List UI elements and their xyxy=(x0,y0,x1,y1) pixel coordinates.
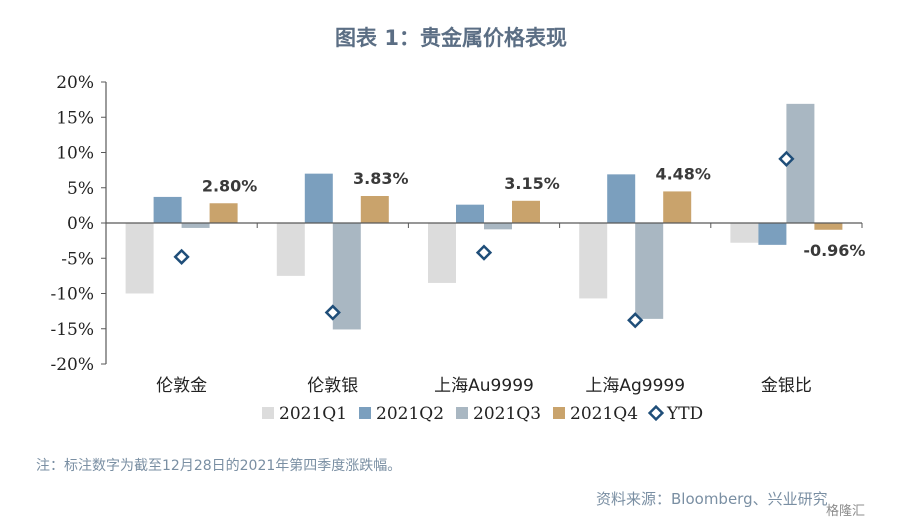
legend-swatch-2021q1 xyxy=(262,407,274,419)
chart-source: 资料来源：Bloomberg、兴业研究 xyxy=(596,490,828,508)
data-label-q4: 2.80% xyxy=(202,176,258,195)
bar-2021q1 xyxy=(428,223,456,283)
data-label-q4: -0.96% xyxy=(803,241,865,260)
y-tick-label: 20% xyxy=(56,73,94,93)
bar-2021q2 xyxy=(607,174,636,223)
y-tick-label: 10% xyxy=(56,144,94,164)
ytd-marker xyxy=(627,312,644,329)
ytd-marker xyxy=(173,248,190,265)
legend-swatch-2021q2 xyxy=(359,407,371,419)
watermark: 格隆汇 xyxy=(826,504,866,519)
y-tick-label: -15% xyxy=(50,320,94,340)
bar-2021q4 xyxy=(360,195,389,223)
bar-2021q2 xyxy=(758,223,787,245)
bar-2021q1 xyxy=(730,223,759,243)
legend-label: 2021Q3 xyxy=(473,404,541,424)
legend-swatch-2021q4 xyxy=(553,407,565,419)
y-tick-label: -5% xyxy=(61,249,94,269)
legend-label: YTD xyxy=(666,404,703,424)
bar-2021q2 xyxy=(304,173,333,223)
chart-note: 注：标注数字为截至12月28日的2021年第四季度涨跌幅。 xyxy=(36,458,402,474)
y-tick-label: -10% xyxy=(50,285,94,305)
bar-2021q1 xyxy=(276,223,305,276)
bar-2021q1 xyxy=(579,223,608,299)
y-tick-label: 0% xyxy=(67,214,94,234)
bar-2021q2 xyxy=(456,204,484,223)
chart-title: 图表 1：贵金属价格表现 xyxy=(335,26,567,50)
category-label: 上海Ag9999 xyxy=(585,376,685,396)
category-label: 伦敦银 xyxy=(307,376,358,396)
category-label: 伦敦金 xyxy=(156,376,207,396)
ytd-marker xyxy=(475,244,493,261)
bar-2021q4 xyxy=(209,203,238,223)
ytd-marker xyxy=(324,304,341,321)
ytd-marker xyxy=(778,150,795,167)
bar-2021q4 xyxy=(512,200,540,223)
data-label-q4: 4.48% xyxy=(655,164,711,183)
category-label: 上海Au9999 xyxy=(434,376,534,396)
bar-2021q2 xyxy=(153,196,182,223)
bar-2021q4 xyxy=(814,223,843,230)
bar-2021q3 xyxy=(786,103,815,223)
legend-swatch-2021q3 xyxy=(456,407,468,419)
bar-2021q4 xyxy=(663,191,692,223)
legend-marker-ytd xyxy=(647,404,665,422)
bar-2021q3 xyxy=(484,223,512,230)
data-label-q4: 3.15% xyxy=(504,174,560,193)
bar-2021q3 xyxy=(181,223,210,228)
y-tick-label: 5% xyxy=(67,179,94,199)
bar-2021q3 xyxy=(635,223,664,319)
data-label-q4: 3.83% xyxy=(353,169,409,188)
legend-label: 2021Q2 xyxy=(376,404,444,424)
legend-label: 2021Q1 xyxy=(279,404,347,424)
legend-label: 2021Q4 xyxy=(570,404,638,424)
y-tick-label: -20% xyxy=(50,355,94,375)
y-tick-label: 15% xyxy=(56,108,94,128)
bar-2021q1 xyxy=(125,223,154,294)
category-label: 金银比 xyxy=(761,376,812,396)
